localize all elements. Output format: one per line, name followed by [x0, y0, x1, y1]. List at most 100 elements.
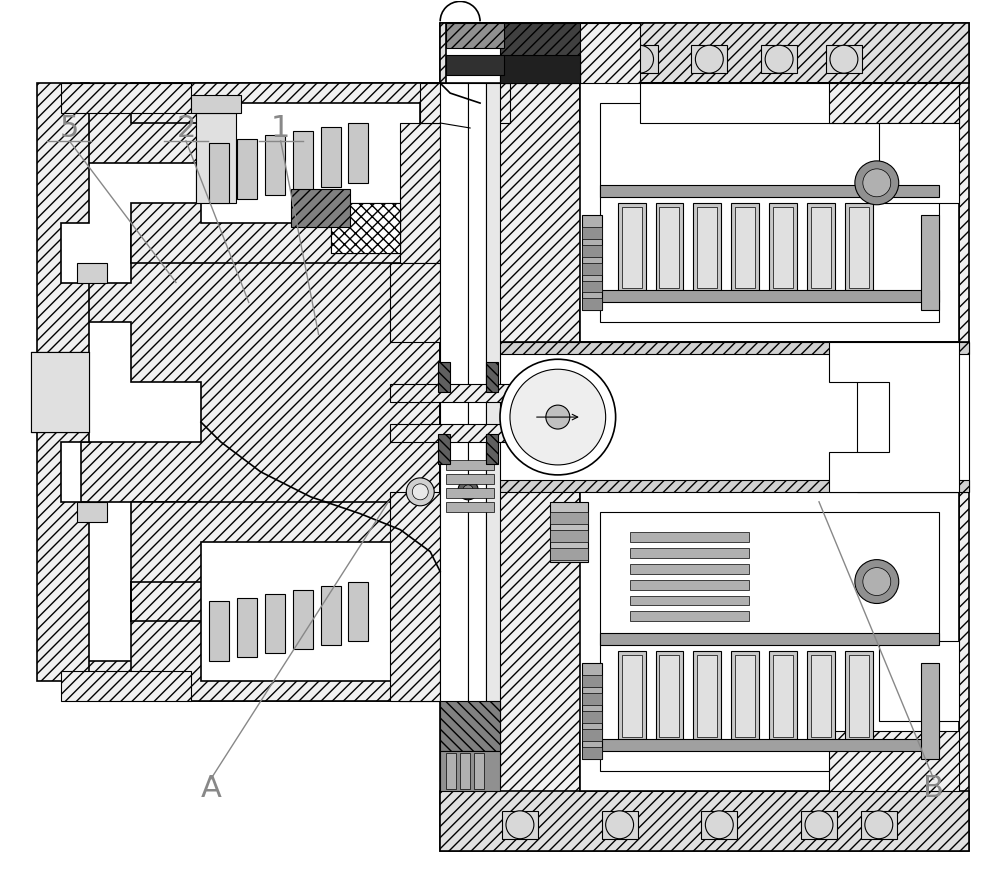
Bar: [440, 342, 969, 355]
Bar: [438, 434, 450, 464]
Bar: [446, 460, 494, 470]
Bar: [582, 280, 602, 293]
Polygon shape: [440, 23, 969, 83]
Bar: [440, 342, 969, 492]
Polygon shape: [829, 731, 959, 791]
Polygon shape: [440, 791, 969, 851]
Bar: [630, 611, 749, 622]
Bar: [580, 83, 959, 342]
Bar: [656, 651, 683, 741]
Circle shape: [855, 559, 899, 603]
Circle shape: [855, 161, 899, 205]
Polygon shape: [400, 123, 440, 263]
Bar: [857, 342, 969, 492]
Bar: [622, 206, 642, 288]
Bar: [701, 811, 737, 839]
Polygon shape: [829, 83, 959, 123]
Polygon shape: [580, 492, 959, 791]
Bar: [209, 602, 229, 662]
Bar: [630, 564, 749, 573]
Circle shape: [863, 568, 891, 595]
Bar: [191, 95, 241, 113]
Bar: [622, 655, 642, 737]
Circle shape: [412, 484, 428, 500]
Bar: [630, 579, 749, 589]
Bar: [582, 214, 602, 310]
Bar: [209, 143, 229, 203]
Bar: [600, 739, 939, 751]
Polygon shape: [919, 83, 959, 123]
Bar: [630, 532, 749, 542]
Bar: [879, 641, 959, 721]
Bar: [196, 113, 236, 203]
Bar: [600, 633, 939, 646]
Bar: [77, 263, 107, 282]
Bar: [446, 474, 494, 484]
Bar: [550, 548, 588, 559]
Bar: [801, 811, 837, 839]
Bar: [196, 113, 236, 203]
Polygon shape: [331, 203, 400, 252]
Bar: [731, 203, 759, 293]
Bar: [438, 363, 450, 392]
Bar: [769, 203, 797, 293]
Bar: [237, 597, 257, 657]
Bar: [580, 492, 959, 791]
Bar: [440, 83, 468, 781]
Bar: [691, 45, 727, 73]
Bar: [602, 811, 638, 839]
Bar: [552, 45, 588, 73]
Bar: [811, 655, 831, 737]
Bar: [31, 352, 89, 432]
Bar: [693, 651, 721, 741]
Bar: [618, 651, 646, 741]
Bar: [600, 512, 939, 771]
Circle shape: [765, 45, 793, 73]
Bar: [77, 502, 107, 522]
Circle shape: [463, 485, 473, 495]
Bar: [921, 663, 939, 759]
Circle shape: [626, 45, 654, 73]
Bar: [550, 530, 588, 542]
Bar: [293, 589, 313, 649]
Bar: [237, 139, 257, 198]
Circle shape: [506, 811, 534, 839]
Polygon shape: [390, 263, 440, 342]
Polygon shape: [131, 83, 440, 263]
Bar: [440, 480, 969, 492]
Polygon shape: [420, 83, 510, 123]
Bar: [201, 542, 420, 681]
Bar: [582, 298, 602, 310]
Bar: [440, 751, 500, 791]
Bar: [291, 189, 350, 227]
Circle shape: [863, 168, 891, 197]
Bar: [693, 203, 721, 293]
Bar: [807, 651, 835, 741]
Circle shape: [510, 370, 606, 465]
Polygon shape: [400, 502, 440, 701]
Bar: [582, 227, 602, 239]
Text: 5: 5: [60, 115, 79, 144]
Circle shape: [805, 811, 833, 839]
Circle shape: [606, 811, 634, 839]
Circle shape: [830, 45, 858, 73]
Bar: [656, 203, 683, 293]
Bar: [845, 203, 873, 293]
Bar: [697, 655, 717, 737]
Circle shape: [458, 480, 478, 500]
Polygon shape: [37, 83, 89, 681]
Bar: [474, 753, 484, 789]
Bar: [502, 811, 538, 839]
Bar: [622, 45, 658, 73]
Bar: [849, 206, 869, 288]
Text: B: B: [923, 774, 944, 804]
Bar: [61, 83, 191, 113]
Bar: [31, 352, 89, 432]
Bar: [201, 103, 420, 222]
Polygon shape: [440, 23, 969, 851]
Bar: [659, 655, 679, 737]
Polygon shape: [81, 83, 440, 701]
Bar: [735, 655, 755, 737]
Bar: [582, 711, 602, 723]
Bar: [460, 753, 470, 789]
